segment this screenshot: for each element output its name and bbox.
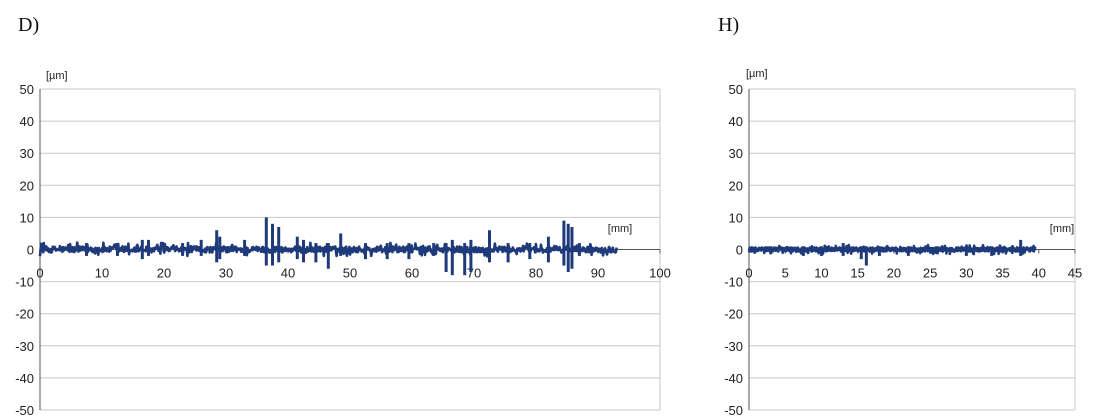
h-x-tick-label: 45 [1068,266,1082,281]
d-x-tick-label: 10 [95,266,109,281]
d-y-axis-unit: [µm] [46,70,68,82]
d-x-tick-label: 60 [405,266,419,281]
d-y-tick-label: 50 [20,82,34,97]
h-y-tick-label: 0 [736,243,743,258]
h-y-tick-label: -30 [724,339,743,354]
h-x-tick-label: 35 [995,266,1009,281]
h-profile-line [747,243,1037,256]
d-x-tick-label: 30 [219,266,233,281]
d-y-tick-label: -40 [15,371,34,386]
d-x-tick-label: 40 [281,266,295,281]
d-y-tick-label: -30 [15,339,34,354]
h-x-tick-label: 40 [1032,266,1046,281]
h-y-tick-label: 10 [729,210,743,225]
d-x-tick-label: 70 [467,266,481,281]
d-y-tick-label: 10 [20,210,34,225]
d-x-tick-label: 50 [343,266,357,281]
d-x-tick-label: 100 [649,266,671,281]
h-y-tick-label: -20 [724,307,743,322]
h-x-tick-label: 20 [887,266,901,281]
h-x-tick-label: 5 [782,266,789,281]
h-y-tick-label: 50 [729,82,743,97]
h-x-tick-label: 0 [745,266,752,281]
h-x-tick-label: 10 [814,266,828,281]
d-x-tick-label: 20 [157,266,171,281]
h-x-tick-label: 30 [959,266,973,281]
d-x-tick-label: 80 [529,266,543,281]
d-y-tick-label: -10 [15,275,34,290]
h-y-tick-label: -50 [724,403,743,418]
h-y-axis-unit: [µm] [746,68,768,80]
h-y-tick-label: -40 [724,371,743,386]
d-x-tick-label: 90 [591,266,605,281]
d-y-tick-label: -20 [15,307,34,322]
h-y-tick-label: -10 [724,275,743,290]
panel-label-d: D) [18,14,40,36]
d-y-tick-label: 0 [27,243,34,258]
h-y-tick-label: 20 [729,178,743,193]
h-x-axis-unit: [mm] [1050,223,1074,235]
h-y-tick-label: 30 [729,146,743,161]
d-y-tick-label: 30 [20,146,34,161]
d-y-tick-label: -50 [15,403,34,418]
d-x-axis-unit: [mm] [608,223,632,235]
d-x-tick-label: 0 [36,266,43,281]
panel-label-h: H) [718,14,740,36]
d-y-tick-label: 40 [20,114,34,129]
d-y-tick-label: 20 [20,178,34,193]
h-y-tick-label: 40 [729,114,743,129]
h-x-tick-label: 25 [923,266,937,281]
h-x-tick-label: 15 [850,266,864,281]
